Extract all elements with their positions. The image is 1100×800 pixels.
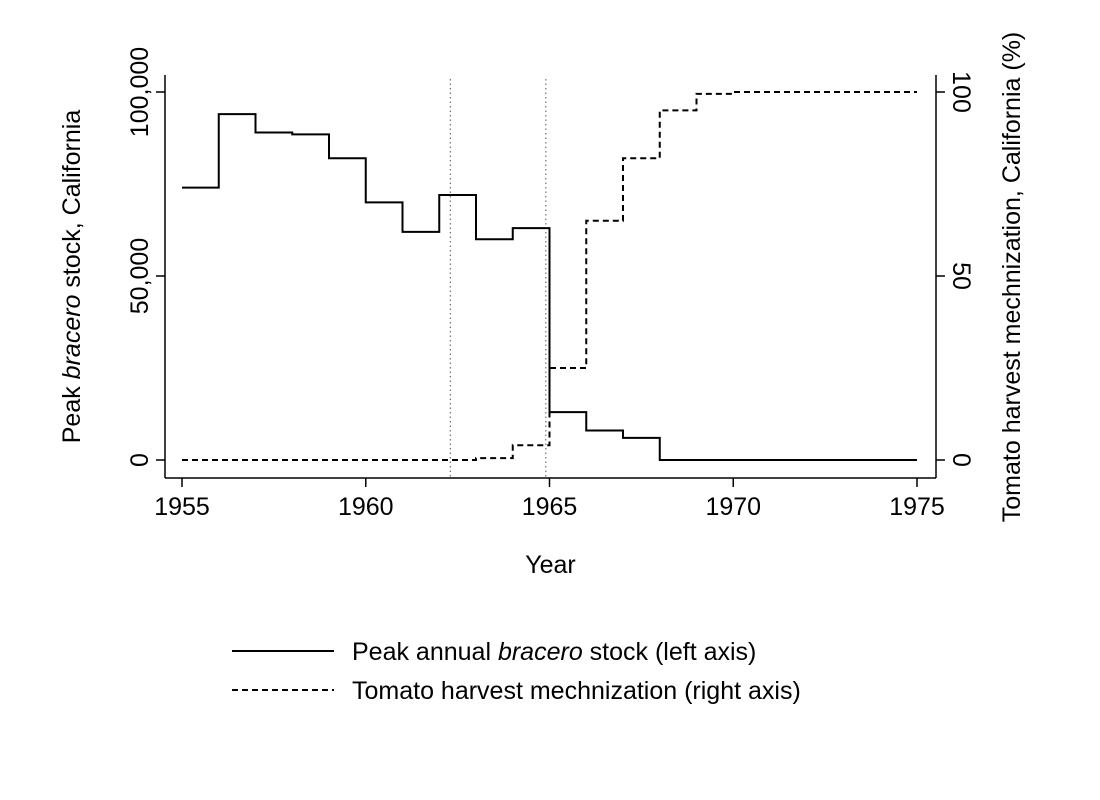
- legend: Peak annual bracero stock (left axis) Tom…: [232, 638, 801, 705]
- y-left-tick-label: 0: [126, 453, 154, 467]
- legend-label: Peak annual bracero stock (left axis): [352, 638, 756, 666]
- series-group: [182, 91, 917, 461]
- y-left-tick-label: 100,000: [126, 47, 154, 137]
- x-tick-label: 1970: [705, 493, 761, 521]
- legend-label: Tomato harvest mechnization (right axis): [352, 677, 801, 705]
- axis-labels: Year Peak bracero stock, California Tomato…: [58, 32, 1026, 579]
- y-right-tick-label: 50: [947, 262, 975, 290]
- mechanization-series-line: [182, 91, 917, 461]
- y-right-axis-title: Tomato harvest mechnization, California …: [998, 32, 1026, 522]
- tick-group: 1955 1960 1965 1970 1975 0 50,000 100,000 0 50 100: [126, 47, 975, 521]
- y-left-tick-label: 50,000: [126, 238, 154, 314]
- x-tick-label: 1975: [889, 493, 945, 521]
- x-tick-label: 1955: [154, 493, 210, 521]
- x-axis-title: Year: [525, 551, 576, 579]
- y-right-tick-label: 100: [947, 71, 975, 113]
- x-tick-label: 1965: [522, 493, 578, 521]
- bracero-series-line: [182, 113, 917, 461]
- y-left-axis-title: Peak bracero stock, California: [58, 110, 86, 444]
- x-tick-label: 1960: [338, 493, 394, 521]
- reference-lines: [449, 79, 547, 478]
- y-right-tick-label: 0: [947, 453, 975, 467]
